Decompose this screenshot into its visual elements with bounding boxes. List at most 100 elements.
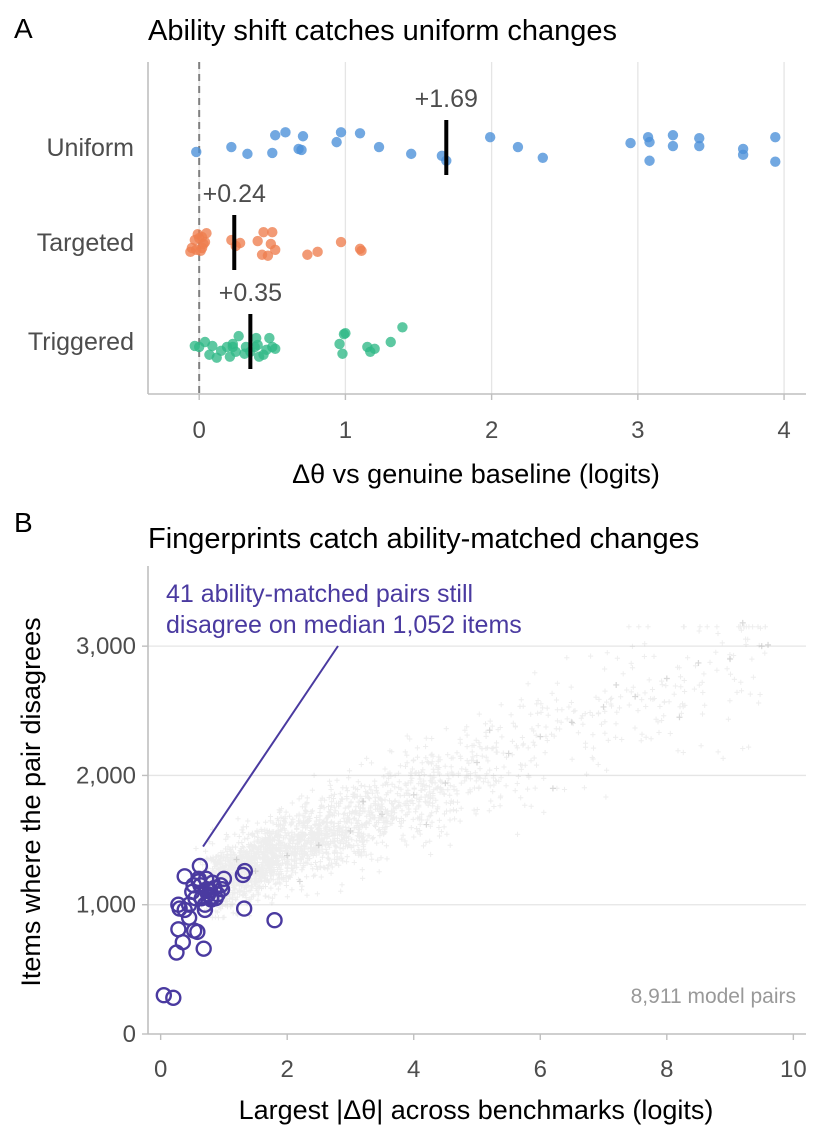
background-pair-point bbox=[632, 693, 639, 700]
point-triggered bbox=[337, 348, 348, 359]
background-pair-point bbox=[423, 821, 430, 828]
point-triggered bbox=[340, 327, 351, 339]
panel-a-x-axis-title: Δθ vs genuine baseline (logits) bbox=[292, 459, 660, 489]
panel-a-axes bbox=[147, 62, 806, 395]
background-pair-point bbox=[233, 856, 240, 863]
point-uniform bbox=[484, 132, 496, 143]
ability-matched-pair-point bbox=[189, 923, 206, 941]
point-triggered bbox=[230, 346, 241, 357]
panel-a-x-tick-label: 3 bbox=[631, 417, 644, 444]
background-pair-point bbox=[284, 852, 291, 859]
background-pair-point bbox=[379, 811, 386, 818]
ability-matched-pair-point bbox=[168, 944, 185, 961]
point-uniform bbox=[226, 141, 237, 153]
background-pair-point bbox=[360, 798, 367, 805]
ability-matched-pair-point bbox=[195, 940, 212, 957]
panel-a-x-tick-label: 0 bbox=[192, 417, 205, 444]
point-uniform bbox=[191, 146, 202, 158]
background-pair-point bbox=[676, 714, 683, 721]
point-triggered bbox=[207, 340, 218, 352]
panel-b-annotation: 41 ability-matched pairs still disagree o… bbox=[166, 580, 522, 848]
point-triggered bbox=[264, 332, 275, 344]
background-pair-point bbox=[505, 750, 512, 757]
category-label-uniform: Uniform bbox=[46, 134, 134, 162]
background-pair-point bbox=[739, 619, 746, 626]
point-uniform bbox=[373, 141, 385, 153]
panel-b-highlight-points bbox=[155, 857, 283, 1007]
background-pair-point bbox=[347, 828, 354, 835]
point-uniform bbox=[537, 152, 548, 163]
panel-b-x-tick-label: 8 bbox=[660, 1056, 673, 1083]
panel-a: A Ability shift catches uniform changes … bbox=[14, 13, 806, 489]
panel-b-title: Fingerprints catch ability-matched chang… bbox=[148, 523, 699, 555]
ability-matched-pair-point bbox=[155, 987, 173, 1004]
background-pair-point bbox=[486, 727, 493, 734]
panel-b-y-tick-label: 0 bbox=[123, 1021, 136, 1048]
point-uniform bbox=[267, 147, 278, 159]
background-pair-point bbox=[296, 878, 303, 885]
category-label-triggered: Triggered bbox=[28, 328, 134, 356]
point-uniform bbox=[667, 130, 679, 141]
panel-a-points bbox=[185, 127, 781, 363]
panel-b-x-axis-title: Largest |Δθ| across benchmarks (logits) bbox=[239, 1095, 714, 1125]
panel-a-x-tick-label: 2 bbox=[485, 417, 498, 444]
panel-a-ticks: 0 1 2 3 4 bbox=[192, 394, 791, 444]
panel-a-title: Ability shift catches uniform changes bbox=[148, 15, 617, 47]
point-uniform bbox=[625, 137, 636, 149]
point-targeted bbox=[335, 236, 347, 248]
background-pair-point bbox=[537, 733, 544, 740]
background-pair-point bbox=[695, 659, 702, 666]
point-triggered bbox=[334, 338, 345, 350]
mean-label-targeted: +0.24 bbox=[203, 180, 266, 208]
mean-label-uniform: +1.69 bbox=[415, 85, 478, 113]
point-uniform bbox=[644, 136, 655, 148]
ability-matched-pair-point bbox=[266, 912, 283, 929]
panel-b-y-tick-label: 2,000 bbox=[76, 762, 136, 789]
point-uniform bbox=[296, 144, 307, 156]
panel-b-grid bbox=[148, 645, 806, 906]
ability-matched-pair-point bbox=[165, 989, 182, 1007]
background-pair-point bbox=[727, 656, 734, 663]
panel-a-letter: A bbox=[14, 13, 33, 44]
point-targeted bbox=[262, 250, 274, 261]
point-triggered bbox=[270, 343, 281, 355]
background-pair-point bbox=[613, 681, 620, 688]
background-pair-point bbox=[410, 791, 417, 798]
point-uniform bbox=[242, 148, 253, 160]
ability-matched-pair-point bbox=[236, 862, 254, 880]
panel-b-x-tick-label: 2 bbox=[281, 1056, 294, 1083]
background-pair-point bbox=[442, 780, 449, 787]
panel-a-categories: Uniform Targeted Triggered bbox=[28, 134, 134, 356]
point-targeted bbox=[252, 235, 263, 247]
point-triggered bbox=[233, 330, 244, 342]
point-uniform bbox=[512, 141, 524, 153]
point-uniform bbox=[280, 127, 291, 138]
background-pairs-cloud bbox=[191, 624, 768, 921]
panel-a-x-tick-label: 4 bbox=[777, 417, 790, 444]
point-targeted bbox=[267, 227, 278, 238]
category-label-targeted: Targeted bbox=[37, 229, 134, 257]
point-uniform bbox=[694, 133, 705, 144]
point-targeted bbox=[270, 244, 281, 256]
point-uniform bbox=[770, 132, 781, 143]
point-uniform bbox=[297, 131, 309, 142]
panel-b-y-tick-label: 3,000 bbox=[76, 633, 136, 660]
point-targeted bbox=[312, 246, 323, 258]
point-uniform bbox=[694, 140, 705, 152]
point-uniform bbox=[331, 136, 342, 148]
background-pair-point bbox=[315, 842, 322, 849]
point-targeted bbox=[258, 227, 269, 238]
annotation-text-line: disagree on median 1,052 items bbox=[166, 611, 522, 639]
point-uniform bbox=[667, 140, 679, 152]
point-triggered bbox=[385, 336, 396, 348]
ability-matched-pair-point bbox=[191, 857, 209, 875]
panel-b-background-points bbox=[191, 619, 772, 921]
background-pair-point bbox=[765, 641, 772, 648]
point-targeted bbox=[196, 242, 208, 254]
panel-b: B Fingerprints catch ability-matched cha… bbox=[14, 507, 807, 1125]
panel-b-y-tick-label: 1,000 bbox=[76, 892, 136, 919]
panel-b-x-tick-label: 10 bbox=[780, 1056, 807, 1083]
panel-b-axes bbox=[147, 566, 806, 1035]
point-targeted bbox=[302, 249, 313, 260]
